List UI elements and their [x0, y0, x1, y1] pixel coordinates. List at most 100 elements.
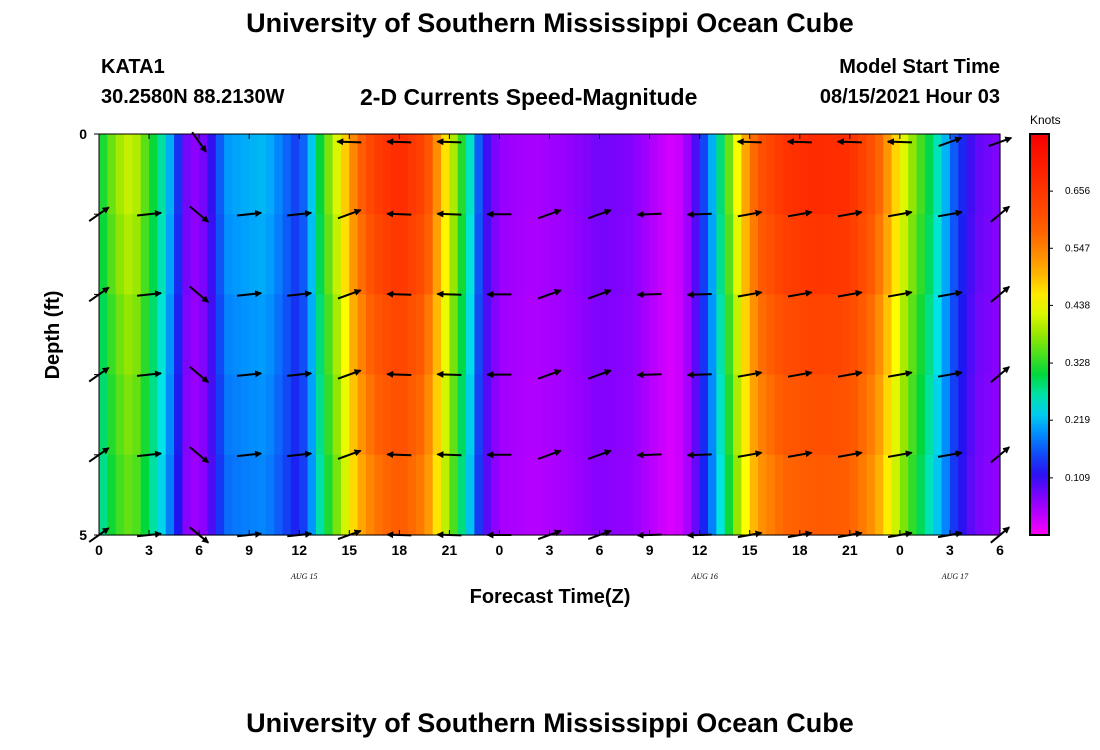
date-label: AUG 17 — [941, 572, 969, 581]
heatmap-cell — [908, 454, 918, 536]
heatmap-cell — [799, 374, 809, 456]
current-arrow — [686, 371, 712, 379]
heatmap-cell — [733, 214, 742, 295]
heatmap-cell — [766, 134, 776, 215]
heatmap-cell — [257, 214, 267, 295]
current-arrow — [237, 450, 263, 458]
current-arrow — [887, 209, 913, 218]
current-arrow — [189, 205, 210, 223]
heatmap-cell — [958, 214, 968, 295]
heatmap-cell — [716, 294, 726, 376]
heatmap-cell — [582, 454, 592, 536]
heatmap-cell — [716, 214, 726, 295]
heatmap-cell — [441, 294, 450, 376]
heatmap-cell — [632, 374, 642, 456]
heatmap-cell — [541, 294, 551, 376]
heatmap-cell — [657, 134, 667, 215]
current-arrow — [887, 289, 913, 298]
current-arrow — [787, 370, 813, 378]
heatmap-cell — [265, 294, 275, 376]
heatmap-cell — [624, 134, 634, 215]
heatmap-cell — [899, 294, 909, 376]
heatmap-cell — [441, 134, 450, 215]
heatmap-cell — [249, 374, 259, 456]
heatmap-cell — [132, 454, 142, 536]
heatmap-cell — [966, 454, 976, 536]
heatmap-cell — [841, 374, 851, 456]
heatmap-cell — [474, 214, 484, 295]
heatmap-cell — [215, 134, 225, 215]
heatmap-cell — [849, 294, 859, 376]
heatmap-cell — [149, 214, 158, 295]
heatmap-cell — [974, 214, 984, 295]
heatmap-cell — [574, 134, 584, 215]
current-arrow — [136, 210, 162, 218]
current-arrow — [837, 370, 863, 378]
current-arrow — [386, 210, 412, 218]
heatmap-cell — [232, 374, 242, 456]
heatmap-cell — [182, 294, 192, 376]
heatmap-cell — [407, 294, 417, 376]
heatmap-cell — [207, 454, 217, 536]
heatmap-cell — [649, 294, 659, 376]
heatmap-cell — [466, 454, 476, 536]
heatmap-cell — [257, 294, 267, 376]
heatmap-cell — [541, 214, 551, 295]
heatmap-cell — [207, 214, 217, 295]
heatmap-cell — [574, 454, 584, 536]
heatmap-cell — [124, 294, 133, 376]
heatmap-cell — [349, 214, 359, 295]
heatmap-cell — [524, 214, 534, 295]
heatmap-cell — [708, 454, 717, 536]
heatmap-cell — [449, 214, 459, 295]
heatmap-cell — [340, 294, 350, 376]
heatmap-cell — [482, 294, 492, 376]
current-arrow — [337, 369, 362, 380]
heatmap-cell — [416, 454, 425, 536]
heatmap-cell — [516, 454, 526, 536]
heatmap-cell — [157, 294, 167, 376]
heatmap-cell — [891, 374, 901, 456]
heatmap-cell — [299, 294, 309, 376]
heatmap-cell — [708, 374, 717, 456]
heatmap-cell — [416, 374, 425, 456]
heatmap-cell — [557, 294, 567, 376]
heatmap-cell — [215, 454, 225, 536]
heatmap-cell — [532, 134, 542, 215]
heatmap-cell — [566, 374, 576, 456]
heatmap-cell — [991, 454, 1001, 536]
heatmap-cell — [390, 294, 400, 376]
heatmap-cell — [849, 134, 859, 215]
heatmap-cell — [265, 134, 275, 215]
heatmap-cell — [424, 134, 434, 215]
heatmap-cell — [274, 134, 284, 215]
colorbar-tick-label: 0.547 — [1065, 243, 1090, 254]
heatmap-cell — [866, 134, 876, 215]
heatmap-cell — [182, 374, 192, 456]
heatmap-cell — [441, 214, 450, 295]
heatmap-cell — [724, 454, 734, 536]
current-arrow — [237, 370, 263, 378]
current-arrow — [636, 210, 662, 218]
date-label: AUG 15 — [290, 572, 317, 581]
heatmap-cell — [783, 454, 793, 536]
heatmap-cell — [691, 374, 701, 456]
heatmap-cell — [866, 374, 876, 456]
heatmap-cell — [824, 294, 834, 376]
heatmap-cell — [199, 134, 209, 215]
heatmap-cell — [124, 374, 133, 456]
heatmap-cell — [666, 454, 676, 536]
heatmap-cell — [332, 134, 342, 215]
heatmap-cell — [657, 454, 667, 536]
current-arrow — [287, 210, 313, 218]
heatmap-cell — [315, 214, 325, 295]
heatmap-cell — [140, 374, 150, 456]
heatmap-cell — [624, 454, 634, 536]
heatmap-cell — [766, 214, 776, 295]
heatmap-cell — [624, 374, 634, 456]
heatmap-cell — [174, 374, 184, 456]
heatmap-cell — [399, 454, 409, 536]
heatmap-cell — [599, 134, 609, 215]
heatmap-cell — [365, 454, 375, 536]
heatmap-cell — [774, 134, 784, 215]
